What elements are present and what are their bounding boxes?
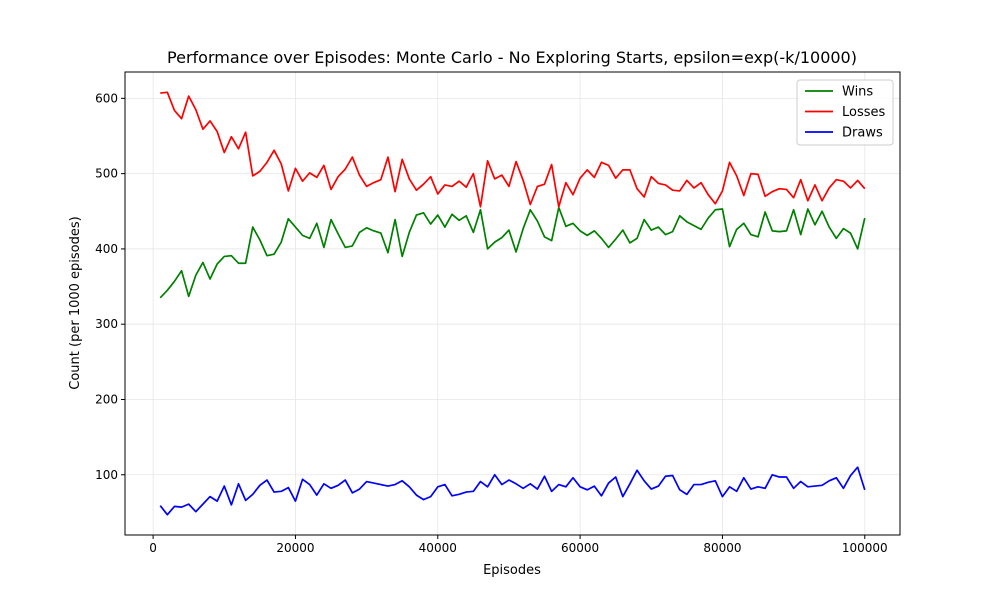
y-tick-label: 100: [95, 468, 118, 482]
chart-title: Performance over Episodes: Monte Carlo -…: [167, 48, 857, 67]
y-tick-label: 200: [95, 392, 118, 406]
y-tick-label: 500: [95, 167, 118, 181]
x-axis: 0 20000 40000 60000 80000 100000: [149, 535, 888, 555]
y-axis-label: Count (per 1000 episodes): [68, 216, 83, 389]
legend-label-losses: Losses: [842, 105, 886, 120]
plot-frame: [124, 71, 901, 536]
legend-box: [796, 79, 894, 146]
legend-label-wins: Wins: [842, 85, 873, 100]
y-tick-label: 300: [95, 317, 118, 331]
x-tick-label: 40000: [419, 541, 457, 555]
x-tick-label: 80000: [703, 541, 741, 555]
series-line-wins: [159, 206, 866, 299]
x-tick-label: 100000: [842, 541, 888, 555]
x-tick-label: 60000: [561, 541, 599, 555]
series-line-losses: [160, 91, 866, 208]
y-tick-label: 600: [95, 91, 118, 105]
legend: Wins Losses Draws: [796, 79, 894, 146]
y-axis: 100 200 300 400 500 600: [95, 91, 125, 482]
x-tick-label: 20000: [276, 541, 314, 555]
y-tick-label: 400: [95, 242, 118, 256]
x-tick-label: 0: [149, 541, 157, 555]
x-axis-label: Episodes: [483, 563, 541, 578]
series-line-draws: [159, 466, 866, 516]
legend-label-draws: Draws: [842, 126, 883, 141]
series-layer: [159, 91, 866, 516]
